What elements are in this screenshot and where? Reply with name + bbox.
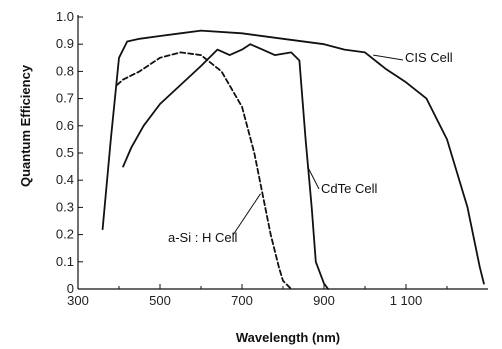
y-tick-label: 0.5 xyxy=(56,145,74,160)
series-label-cdte: CdTe Cell xyxy=(321,181,377,196)
label-layer: Wavelength (nm) Quantum Efficiency CIS C… xyxy=(18,50,453,345)
y-tick-label: 0.2 xyxy=(56,227,74,242)
y-tick-label: 0.8 xyxy=(56,63,74,78)
y-tick-label: 1.0 xyxy=(56,9,74,24)
series-label-cis: CIS Cell xyxy=(405,50,453,65)
x-tick-label: 700 xyxy=(231,293,253,308)
y-tick-label: 0 xyxy=(67,281,74,296)
y-tick-label: 0.9 xyxy=(56,36,74,51)
x-tick-label: 300 xyxy=(67,293,89,308)
x-tick-label: 500 xyxy=(149,293,171,308)
y-tick-label: 0.4 xyxy=(56,172,74,187)
y-tick-label: 0.6 xyxy=(56,118,74,133)
cis-label-leader xyxy=(373,54,404,61)
x-tick-label: 1 100 xyxy=(390,293,423,308)
series-label-asi: a-Si : H Cell xyxy=(168,230,237,245)
y-tick-label: 0.7 xyxy=(56,91,74,106)
cdte-label-leader xyxy=(307,166,320,190)
y-tick-label: 0.3 xyxy=(56,199,74,214)
y-axis-title: Quantum Efficiency xyxy=(18,64,33,187)
axes: 0 0.1 0.2 0.3 0.4 0.5 0.6 0.7 0.8 0.9 1.0 300 500 700… xyxy=(56,9,488,308)
x-tick-label: 900 xyxy=(313,293,335,308)
series-line-cis-cell xyxy=(101,29,485,285)
series-layer xyxy=(101,29,485,290)
x-axis-title: Wavelength (nm) xyxy=(236,330,340,345)
series-line-a-si-h-cell xyxy=(116,51,293,290)
series-line-cdte-cell xyxy=(122,43,329,290)
y-tick-label: 0.1 xyxy=(56,254,74,269)
asi-label-leader xyxy=(232,193,261,236)
